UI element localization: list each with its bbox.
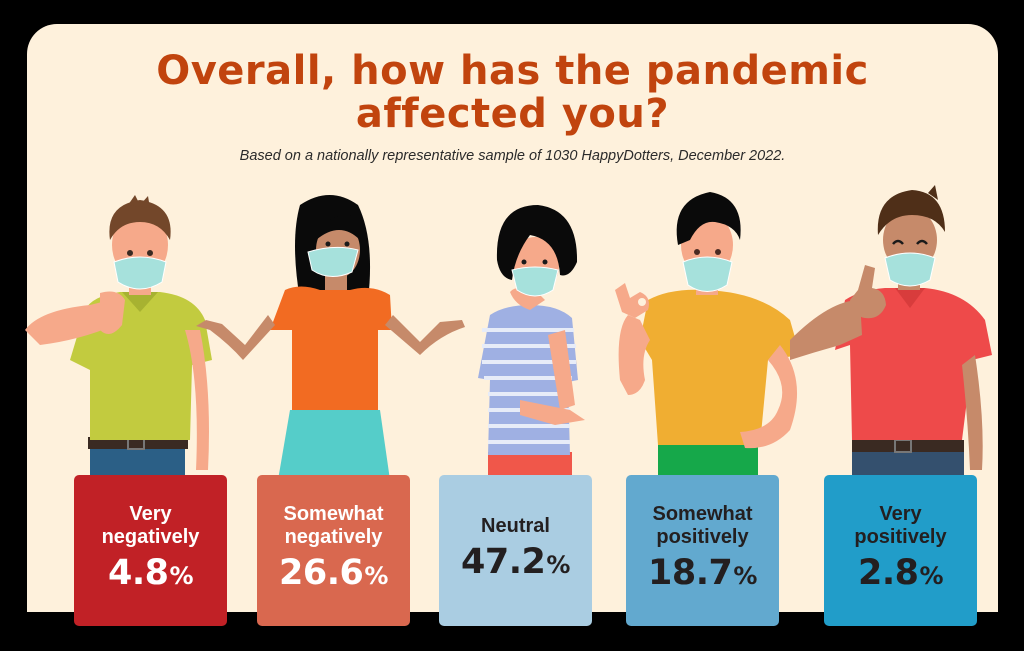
response-label: Somewhat positively (652, 503, 753, 548)
man-ok-sign-icon (615, 192, 800, 480)
response-percentage: 2.8% (857, 553, 944, 593)
response-percentage: 47.2% (461, 541, 570, 582)
response-label: Very negatively (101, 503, 200, 548)
title-line-2: affected you? (355, 91, 670, 137)
response-somewhat-positively: Somewhat positively 18.7% (626, 475, 779, 626)
title-line-1: Overall, how has the pandemic (156, 48, 869, 94)
response-percentage: 26.6% (279, 553, 388, 593)
woman-thinking-icon (478, 205, 585, 480)
response-somewhat-negatively: Somewhat negatively 26.6% (257, 475, 410, 626)
response-percentage: 4.8% (107, 553, 194, 593)
response-label: Somewhat negatively (283, 503, 384, 548)
page-title: Overall, how has the pandemic affected y… (27, 50, 998, 136)
response-label: Neutral (481, 514, 550, 537)
man-thumbs-up-icon (790, 185, 992, 480)
response-very-positively: Very positively 2.8% (824, 475, 977, 626)
response-very-negatively: Very negatively 4.8% (74, 475, 227, 626)
subtitle: Based on a nationally representative sam… (239, 148, 786, 164)
response-neutral: Neutral 47.2% (439, 475, 592, 626)
man-thumbs-down-icon (25, 195, 212, 480)
response-percentage: 18.7% (648, 553, 757, 593)
response-label: Very positively (854, 503, 947, 548)
woman-shrugging-icon (196, 195, 465, 480)
